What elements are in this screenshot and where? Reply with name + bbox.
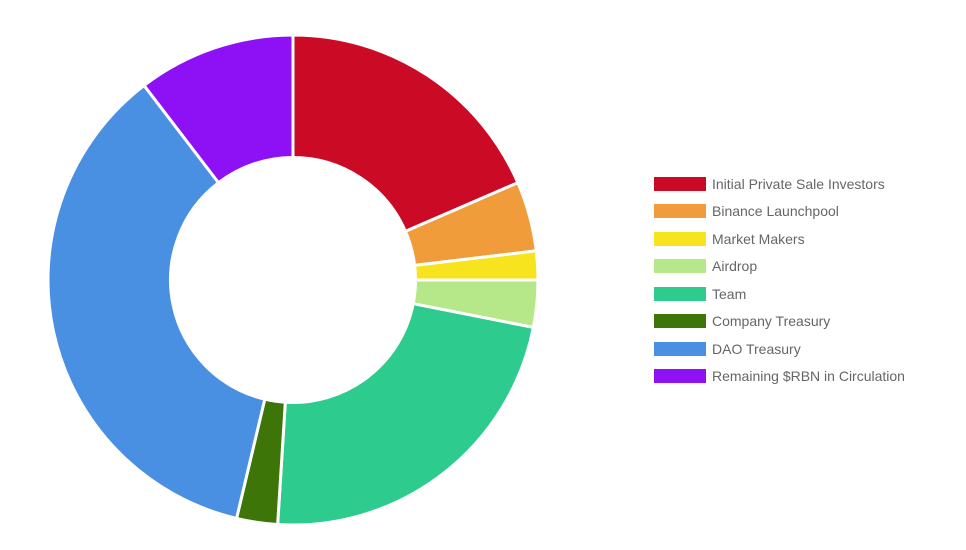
legend-label: Market Makers xyxy=(712,230,805,247)
legend-swatch xyxy=(654,176,706,191)
legend-item-binance-launchpool[interactable]: Binance Launchpool xyxy=(654,198,905,226)
legend-item-market-makers[interactable]: Market Makers xyxy=(654,225,905,253)
legend-item-dao-treasury[interactable]: DAO Treasury xyxy=(654,335,905,363)
legend-item-remaining-rbn-in-circulation[interactable]: Remaining $RBN in Circulation xyxy=(654,363,905,391)
legend-swatch xyxy=(654,231,706,246)
pie-slice-dao-treasury[interactable] xyxy=(46,83,267,520)
pie-slice-team[interactable] xyxy=(276,302,535,527)
legend-item-company-treasury[interactable]: Company Treasury xyxy=(654,308,905,336)
legend-swatch xyxy=(654,286,706,301)
pie-slice-remaining-rbn-in-circulation[interactable] xyxy=(142,33,295,185)
legend-swatch xyxy=(654,259,706,274)
legend-swatch xyxy=(654,204,706,219)
legend-label: Binance Launchpool xyxy=(712,203,839,220)
legend-label: Team xyxy=(712,285,747,302)
chart-legend: Initial Private Sale Investors Binance La… xyxy=(654,170,905,390)
legend-swatch xyxy=(654,314,706,329)
pie-slice-initial-private-sale-investors[interactable] xyxy=(291,33,520,233)
legend-label: Remaining $RBN in Circulation xyxy=(712,368,905,385)
legend-item-team[interactable]: Team xyxy=(654,280,905,308)
legend-label: DAO Treasury xyxy=(712,340,801,357)
legend-label: Company Treasury xyxy=(712,313,831,330)
legend-item-initial-private-sale-investors[interactable]: Initial Private Sale Investors xyxy=(654,170,905,198)
legend-swatch xyxy=(654,341,706,356)
legend-swatch xyxy=(654,369,706,384)
legend-item-airdrop[interactable]: Airdrop xyxy=(654,253,905,281)
legend-label: Airdrop xyxy=(712,258,758,275)
legend-label: Initial Private Sale Investors xyxy=(712,175,885,192)
